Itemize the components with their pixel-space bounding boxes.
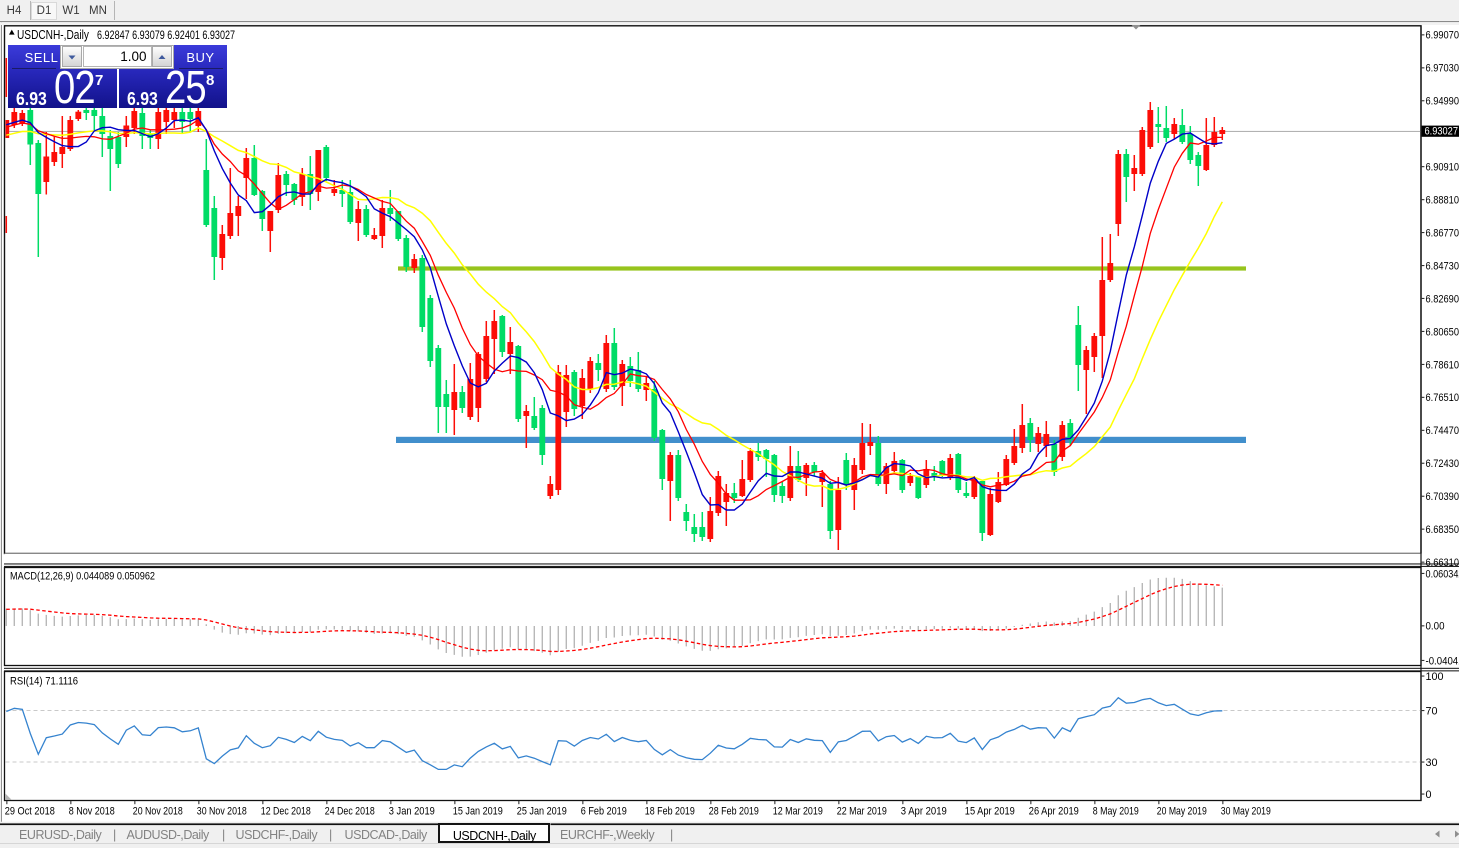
svg-text:6.82690: 6.82690 (1426, 293, 1459, 305)
svg-text:RSI(14) 71.1116: RSI(14) 71.1116 (10, 676, 78, 688)
svg-text:6.97030: 6.97030 (1426, 63, 1459, 75)
svg-text:70: 70 (1426, 705, 1438, 717)
svg-text:6 Feb 2019: 6 Feb 2019 (581, 806, 627, 818)
svg-text:6.66310: 6.66310 (1426, 557, 1459, 569)
svg-text:20 Nov 2018: 20 Nov 2018 (133, 806, 183, 818)
svg-text:6.93027: 6.93027 (1425, 126, 1459, 138)
svg-text:22 Mar 2019: 22 Mar 2019 (837, 806, 887, 818)
svg-text:6.90910: 6.90910 (1426, 162, 1459, 174)
svg-text:0.060342: 0.060342 (1426, 568, 1459, 580)
svg-text:6.78610: 6.78610 (1426, 359, 1459, 371)
svg-text:0.00: 0.00 (1426, 621, 1445, 633)
svg-text:30 Nov 2018: 30 Nov 2018 (197, 806, 247, 818)
svg-text:6.72430: 6.72430 (1426, 458, 1459, 470)
svg-text:24 Dec 2018: 24 Dec 2018 (325, 806, 375, 818)
svg-text:26 Apr 2019: 26 Apr 2019 (1029, 806, 1079, 818)
svg-text:20 May 2019: 20 May 2019 (1157, 806, 1207, 818)
svg-text:6.88810: 6.88810 (1426, 195, 1459, 207)
svg-text:100: 100 (1426, 671, 1444, 683)
svg-text:USDCNH-,Daily: USDCNH-,Daily (17, 28, 90, 42)
svg-text:6.92847 6.93079 6.92401 6.9302: 6.92847 6.93079 6.92401 6.93027 (97, 28, 235, 42)
svg-text:12 Mar 2019: 12 Mar 2019 (773, 806, 823, 818)
svg-text:29 Oct 2018: 29 Oct 2018 (5, 806, 55, 818)
svg-text:MACD(12,26,9) 0.044089 0.05096: MACD(12,26,9) 0.044089 0.050962 (10, 571, 155, 583)
svg-text:6.70390: 6.70390 (1426, 491, 1459, 503)
svg-text:25 Jan 2019: 25 Jan 2019 (517, 806, 567, 818)
svg-text:8 Nov 2018: 8 Nov 2018 (69, 806, 115, 818)
svg-text:6.80650: 6.80650 (1426, 326, 1459, 338)
svg-text:12 Dec 2018: 12 Dec 2018 (261, 806, 311, 818)
svg-text:6.74470: 6.74470 (1426, 425, 1459, 437)
svg-text:18 Feb 2019: 18 Feb 2019 (645, 806, 695, 818)
svg-text:15 Apr 2019: 15 Apr 2019 (965, 806, 1015, 818)
svg-text:0: 0 (1426, 789, 1432, 801)
svg-text:6.68350: 6.68350 (1426, 524, 1459, 536)
svg-text:6.94990: 6.94990 (1426, 96, 1459, 108)
svg-text:30: 30 (1426, 757, 1438, 769)
svg-text:28 Feb 2019: 28 Feb 2019 (709, 806, 759, 818)
svg-text:6.86770: 6.86770 (1426, 227, 1459, 239)
svg-text:6.84730: 6.84730 (1426, 260, 1459, 272)
svg-text:6.76510: 6.76510 (1426, 392, 1459, 404)
svg-text:8 May 2019: 8 May 2019 (1093, 806, 1139, 818)
svg-text:6.99070: 6.99070 (1426, 30, 1459, 42)
svg-text:30 May 2019: 30 May 2019 (1221, 806, 1271, 818)
svg-text:15 Jan 2019: 15 Jan 2019 (453, 806, 503, 818)
svg-text:3 Apr 2019: 3 Apr 2019 (901, 806, 947, 818)
svg-text:3 Jan 2019: 3 Jan 2019 (389, 806, 435, 818)
